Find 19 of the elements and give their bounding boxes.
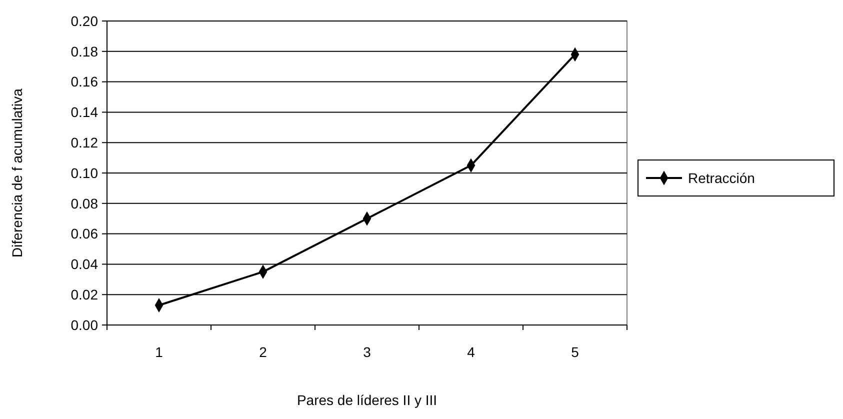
y-tick-label: 0.16: [70, 74, 98, 90]
x-axis-title: Pares de líderes II y III: [296, 392, 438, 408]
x-tick-label: 4: [467, 344, 476, 360]
y-tick-label: 0.04: [70, 256, 98, 272]
y-tick-label: 0.12: [70, 134, 98, 150]
y-tick-label: 0.10: [70, 164, 98, 181]
y-tick-label: 0.14: [70, 104, 98, 120]
x-tick-label: 1: [155, 344, 164, 360]
y-tick-label: 0.20: [70, 12, 98, 29]
y-tick-label: 0.02: [70, 286, 98, 302]
y-tick-label: 0.08: [70, 195, 98, 212]
x-tick-label: 2: [259, 344, 268, 360]
legend-label: Retracción: [688, 170, 755, 186]
y-tick-label: 0.18: [70, 43, 98, 60]
x-tick-label: 5: [571, 344, 580, 360]
y-tick-label: 0.06: [70, 226, 98, 242]
y-tick-label: 0.00: [70, 316, 98, 333]
y-axis-title: Diferencia de f acumulativa: [9, 88, 25, 258]
x-tick-label: 3: [363, 344, 372, 360]
